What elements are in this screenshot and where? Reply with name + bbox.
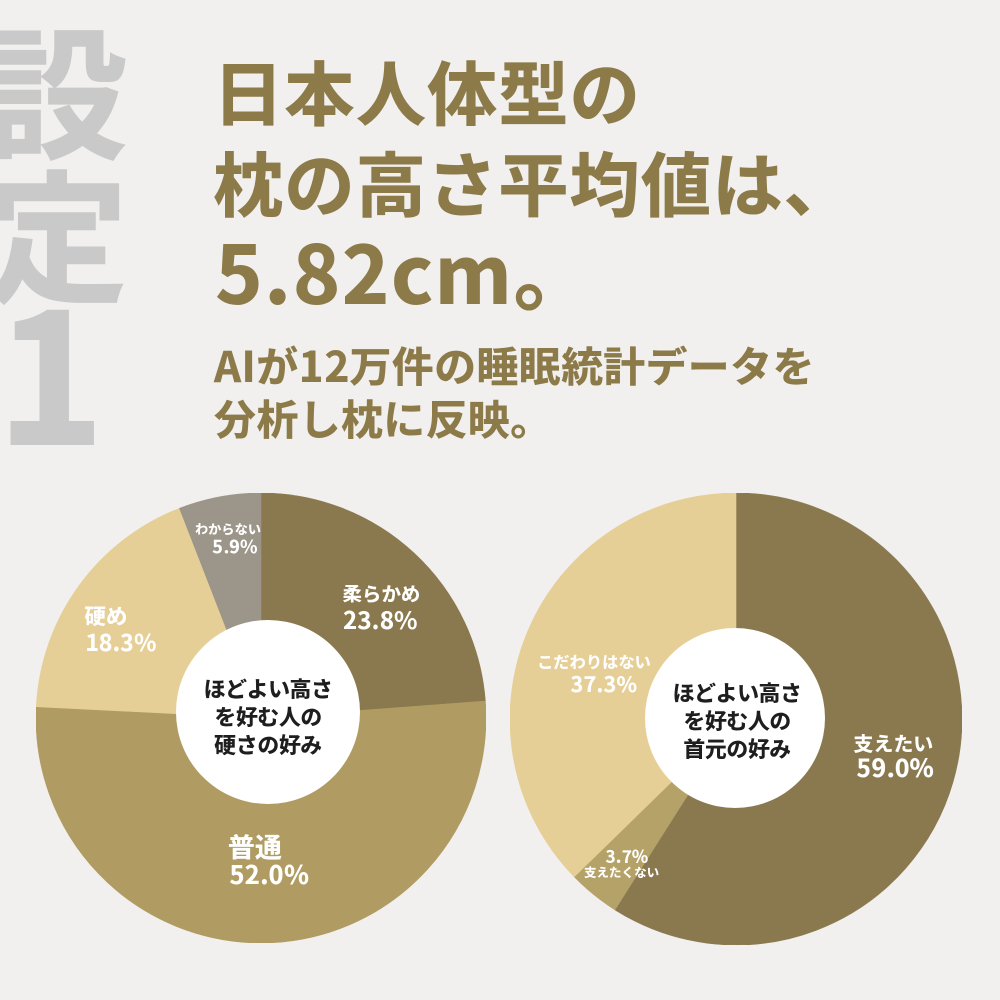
setting-badge-char: 設 [0,0,129,190]
slice-pct-soft: 23.8% [343,600,418,636]
pie-chart-neck [510,493,962,945]
headline-line-3: 5.82cm。 [215,212,595,328]
slice-pct-firm: 18.3% [85,623,157,658]
subtitle-line-2: 分析し枕に反映。 [214,387,553,448]
pie-donut-hole [176,620,360,804]
slice-pct-no-support: 3.7% [605,842,649,868]
pie-center-label-line: 硬さの好み [214,728,322,760]
pie-center-label-line: を好む人の [214,700,322,732]
slice-label-no-support: 支えたくない [583,861,660,881]
pie-slice-こだわりはない [510,493,737,878]
subtitle-line-1: AIが12万件の睡眠統計データを [214,334,815,395]
pie-slice-普通 [36,700,486,943]
slice-label-support: 支えたい [853,728,934,758]
pie-chart-firmness [36,493,486,943]
slice-label-unknown: わからない [195,519,261,539]
pie-center-label-neck: ほどよい高さ を好む人の 首元の好み [672,676,802,764]
slice-label-firm: 硬め [84,599,128,631]
headline-line-2: 枕の高さ平均値は、 [213,130,855,232]
setting-badge-char: 1 [0,235,106,498]
pie-center-label-firmness: ほどよい高さ を好む人の 硬さの好み [203,672,333,760]
slice-label-no-preference: こだわりはない [537,649,651,674]
pie-center-label-line: ほどよい高さ [672,676,802,708]
slice-pct-support: 59.0% [856,749,935,785]
pie-donut-hole [645,628,825,808]
slice-pct-no-preference: 37.3% [570,667,638,699]
slice-pct-unknown: 5.9% [212,533,258,559]
pie-center-label-line: を好む人の [683,704,791,736]
setting-badge-char: 定 [0,126,129,334]
slice-label-soft: 柔らかめ [342,577,421,607]
slice-pct-normal: 52.0% [229,854,309,892]
slice-label-normal: 普通 [227,825,282,865]
pie-center-label-line: ほどよい高さ [203,672,333,704]
pie-center-label-line: 首元の好み [683,732,791,764]
headline-line-1: 日本人体型の [213,39,641,141]
